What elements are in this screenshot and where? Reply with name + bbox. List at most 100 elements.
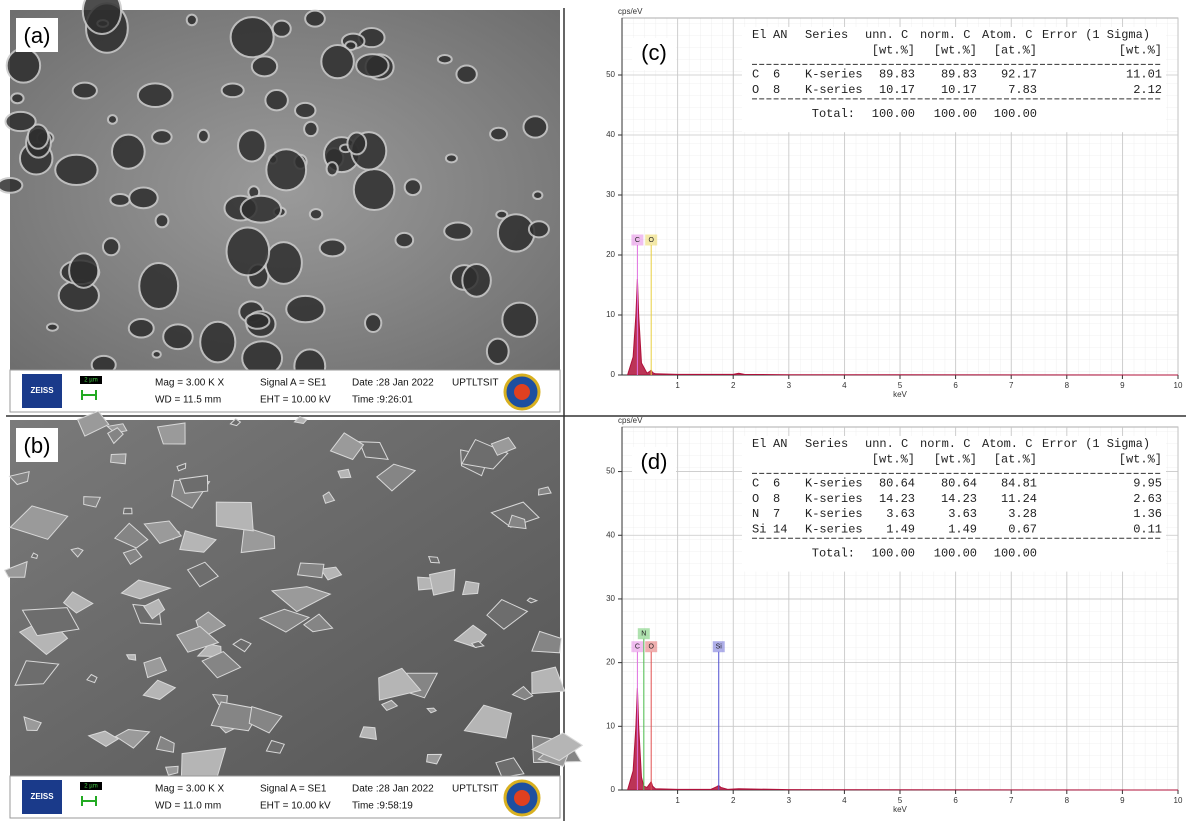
- table-cell: 80.64: [941, 477, 977, 491]
- pore: [138, 83, 173, 107]
- panel-label: (a): [24, 23, 51, 48]
- pore: [446, 154, 457, 162]
- x-tick-label: 4: [842, 381, 847, 390]
- pore: [396, 233, 414, 247]
- scale-text: 2 µm: [84, 378, 97, 384]
- institution-logo: [514, 384, 530, 400]
- sem-info: UPTLTSIT: [452, 784, 498, 795]
- table-header: Error (1 Sigma): [1042, 437, 1150, 451]
- y-axis-label: cps/eV: [618, 7, 643, 16]
- pore: [265, 90, 287, 110]
- x-tick-label: 8: [1065, 381, 1070, 390]
- sem-info: EHT = 10.00 kV: [260, 801, 331, 812]
- table-header: norm. C: [920, 437, 970, 451]
- sem-info: Date :28 Jan 2022: [352, 784, 434, 795]
- table-unit: [at.%]: [994, 452, 1037, 466]
- y-tick-label: 0: [611, 785, 616, 794]
- pore: [152, 130, 172, 144]
- table-unit: [wt.%]: [934, 452, 977, 466]
- sem-info: EHT = 10.00 kV: [260, 395, 331, 406]
- table-cell: 3.63: [948, 507, 977, 521]
- table-cell: 11.24: [1001, 492, 1037, 506]
- pore: [246, 313, 270, 329]
- pore: [156, 214, 169, 227]
- table-unit: [wt.%]: [934, 43, 977, 57]
- pore: [286, 296, 324, 322]
- table-cell: 14.23: [941, 492, 977, 506]
- table-cell: 89.83: [941, 68, 977, 82]
- y-tick-label: 20: [606, 658, 615, 667]
- x-tick-label: 10: [1174, 796, 1183, 805]
- table-cell: K-series: [805, 477, 863, 491]
- y-tick-label: 20: [606, 250, 615, 259]
- table-header: AN: [773, 437, 787, 451]
- pore: [462, 264, 491, 297]
- flake: [180, 476, 208, 494]
- pore: [83, 0, 121, 34]
- pore: [502, 303, 537, 337]
- pore: [55, 155, 97, 185]
- x-tick-label: 9: [1120, 796, 1125, 805]
- y-tick-label: 30: [606, 594, 615, 603]
- peak-label: N: [641, 631, 646, 638]
- pore: [47, 324, 58, 331]
- x-tick-label: 10: [1174, 381, 1183, 390]
- table-unit: [wt.%]: [1119, 43, 1162, 57]
- table-header: norm. C: [920, 28, 970, 42]
- pore: [11, 93, 23, 103]
- panel-label: (b): [24, 433, 51, 458]
- pore: [490, 128, 507, 141]
- pore: [198, 130, 209, 143]
- pore: [0, 178, 22, 193]
- figure: (a)ZEISS2 µmMag = 3.00 K XWD = 11.5 mmSi…: [0, 0, 1186, 821]
- table-total-label: Total:: [812, 547, 855, 561]
- pore: [295, 103, 315, 118]
- table-cell: 7.83: [1008, 83, 1037, 97]
- pore: [7, 49, 40, 83]
- y-tick-label: 40: [606, 130, 615, 139]
- pore: [310, 209, 322, 219]
- table-cell: O: [752, 492, 759, 506]
- pore: [487, 339, 509, 364]
- pore: [222, 84, 244, 98]
- x-tick-label: 3: [787, 381, 792, 390]
- pore: [129, 187, 157, 208]
- x-tick-label: 6: [953, 381, 958, 390]
- flake: [338, 469, 351, 478]
- sem-info: Mag = 3.00 K X: [155, 378, 225, 389]
- table-total: 100.00: [872, 547, 915, 561]
- pore: [365, 314, 381, 332]
- table-header: El: [752, 28, 766, 42]
- pore: [305, 11, 325, 27]
- pore: [252, 56, 277, 76]
- pore: [139, 263, 178, 309]
- pore: [304, 122, 318, 136]
- x-tick-label: 4: [842, 796, 847, 805]
- y-tick-label: 0: [611, 370, 616, 379]
- flake: [111, 454, 126, 464]
- x-tick-label: 8: [1065, 796, 1070, 805]
- pore: [327, 162, 338, 175]
- table-total: 100.00: [994, 547, 1037, 561]
- sem-info: WD = 11.5 mm: [155, 395, 221, 406]
- pore: [238, 130, 265, 161]
- table-cell: 0.67: [1008, 522, 1037, 536]
- flake: [429, 557, 440, 563]
- pore: [321, 45, 354, 78]
- pore: [320, 240, 346, 257]
- zeiss-text: ZEISS: [30, 792, 54, 801]
- pore: [356, 54, 388, 77]
- x-tick-label: 2: [731, 796, 736, 805]
- sem-info: Date :28 Jan 2022: [352, 378, 434, 389]
- x-tick-label: 1: [675, 381, 680, 390]
- sem-info: Mag = 3.00 K X: [155, 784, 225, 795]
- peak-label: C: [635, 237, 640, 244]
- flake: [463, 581, 479, 594]
- table-cell: 6: [773, 477, 780, 491]
- table-unit: [wt.%]: [1119, 452, 1162, 466]
- table-header: Atom. C: [982, 28, 1032, 42]
- table-cell: 92.17: [1001, 68, 1037, 82]
- pore: [438, 55, 452, 63]
- table-total: 100.00: [872, 107, 915, 121]
- x-tick-label: 2: [731, 381, 736, 390]
